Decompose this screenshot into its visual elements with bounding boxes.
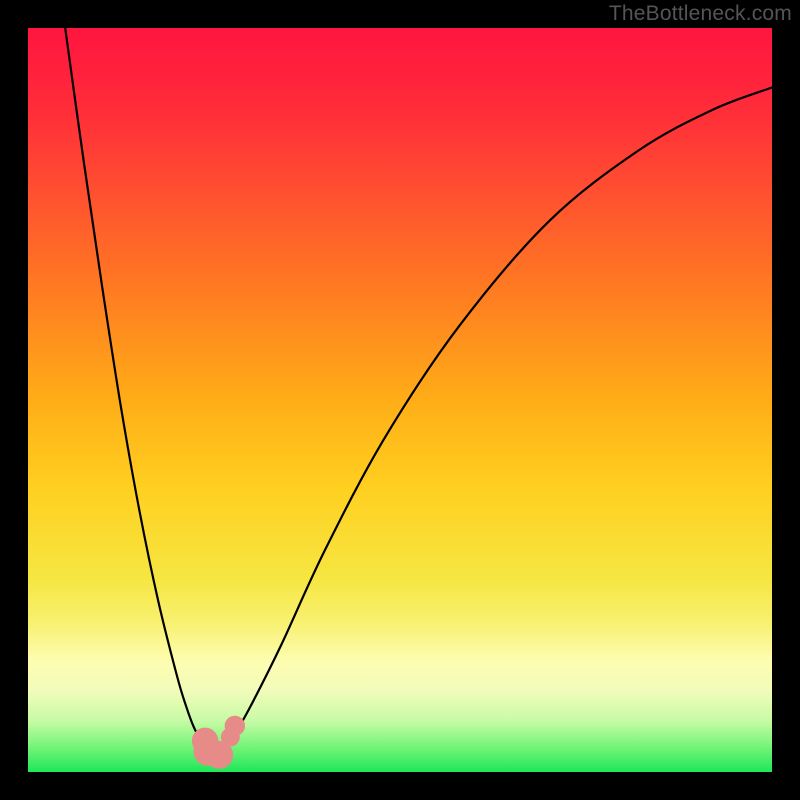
chart-svg: [0, 0, 800, 800]
curve-left: [65, 28, 209, 751]
watermark-text: TheBottleneck.com: [609, 2, 792, 26]
curve-right: [233, 88, 772, 739]
chart-root: TheBottleneck.com: [0, 0, 800, 800]
valley-marker: [192, 716, 244, 768]
